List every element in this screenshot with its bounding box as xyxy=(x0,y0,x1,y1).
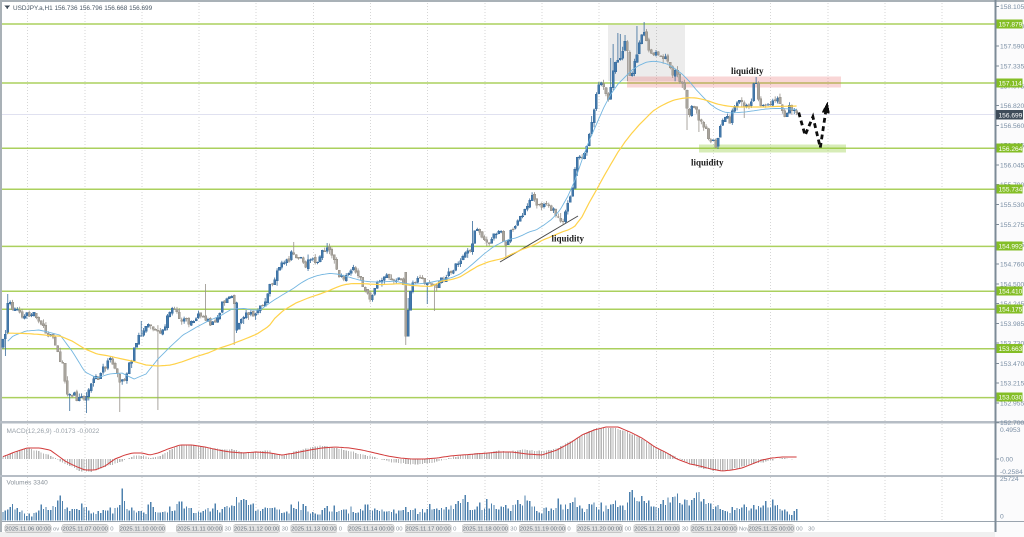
svg-text:156.699: 156.699 xyxy=(999,112,1023,119)
svg-text:157.114: 157.114 xyxy=(999,80,1023,87)
svg-text:153.985: 153.985 xyxy=(1000,321,1024,328)
svg-text:152.700: 152.700 xyxy=(1000,420,1024,427)
svg-text:157.879: 157.879 xyxy=(999,22,1023,29)
svg-text:154.500: 154.500 xyxy=(1000,282,1024,289)
svg-text:liquidity: liquidity xyxy=(552,234,585,244)
svg-text:153.470: 153.470 xyxy=(1000,361,1024,368)
svg-text:0: 0 xyxy=(567,526,571,532)
svg-text:2025.11.07 00:00: 2025.11.07 00:00 xyxy=(62,527,108,533)
svg-text:0.00: 0.00 xyxy=(1000,457,1013,464)
svg-text:Nov: Nov xyxy=(739,526,750,532)
svg-text:30: 30 xyxy=(682,526,689,532)
svg-text:00: 00 xyxy=(396,526,403,532)
svg-text:2025.11.19 00:00: 2025.11.19 00:00 xyxy=(520,527,566,533)
svg-text:30: 30 xyxy=(510,526,517,532)
svg-text:2025.11.14 00:00: 2025.11.14 00:00 xyxy=(348,527,394,533)
svg-text:154.410: 154.410 xyxy=(999,289,1023,296)
svg-text:157.335: 157.335 xyxy=(1000,63,1024,70)
svg-text:0.4953: 0.4953 xyxy=(1000,427,1021,434)
svg-text:154.992: 154.992 xyxy=(999,244,1023,251)
svg-text:156.045: 156.045 xyxy=(1000,163,1024,170)
svg-text:2025.11.21 00:00: 2025.11.21 00:00 xyxy=(634,527,680,533)
svg-text:25724: 25724 xyxy=(1000,476,1019,483)
svg-text:00: 00 xyxy=(796,526,803,532)
svg-text:Volumes 3340: Volumes 3340 xyxy=(7,480,49,487)
svg-text:0: 0 xyxy=(1000,514,1004,521)
svg-text:2025.11.12 00:00: 2025.11.12 00:00 xyxy=(234,527,280,533)
svg-text:153.663: 153.663 xyxy=(999,346,1023,353)
svg-text:30: 30 xyxy=(808,526,815,532)
svg-text:2025.11.25 00:00: 2025.11.25 00:00 xyxy=(748,527,794,533)
svg-text:2025.11.24 00:00: 2025.11.24 00:00 xyxy=(691,527,737,533)
svg-text:153.030: 153.030 xyxy=(999,395,1023,402)
svg-text:USDJPY.a,H1 156.736 156.796 1: USDJPY.a,H1 156.736 156.796 156.668 156.… xyxy=(13,5,153,12)
svg-text:liquidity: liquidity xyxy=(731,66,764,76)
svg-text:30: 30 xyxy=(225,526,232,532)
svg-text:30: 30 xyxy=(282,526,289,532)
svg-text:155.275: 155.275 xyxy=(1000,222,1024,229)
svg-text:154.175: 154.175 xyxy=(999,307,1023,314)
svg-text:152.955: 152.955 xyxy=(1000,400,1024,407)
svg-text:2025.11.20 00:00: 2025.11.20 00:00 xyxy=(577,527,623,533)
svg-text:0: 0 xyxy=(110,526,114,532)
svg-text:154.760: 154.760 xyxy=(1000,262,1024,269)
svg-text:156.820: 156.820 xyxy=(1000,103,1024,110)
svg-text:2025.11.18 00:00: 2025.11.18 00:00 xyxy=(463,527,509,533)
svg-text:2025.11.11 00:00: 2025.11.11 00:00 xyxy=(177,527,223,533)
svg-text:156.560: 156.560 xyxy=(1000,123,1024,130)
svg-text:157.590: 157.590 xyxy=(1000,44,1024,51)
svg-text:155.530: 155.530 xyxy=(1000,202,1024,209)
svg-text:2025.11.13 00:00: 2025.11.13 00:00 xyxy=(291,527,337,533)
svg-text:liquidity: liquidity xyxy=(691,158,724,168)
svg-text:ov 0: ov 0 xyxy=(53,526,65,532)
svg-text:0: 0 xyxy=(339,526,343,532)
svg-text:2025.11.17 00:00: 2025.11.17 00:00 xyxy=(405,527,451,533)
svg-text:MACD(12,26,9) -0.0173 -0.0022: MACD(12,26,9) -0.0173 -0.0022 xyxy=(7,428,100,435)
svg-text:155.734: 155.734 xyxy=(999,187,1023,194)
svg-text:0: 0 xyxy=(453,526,457,532)
svg-text:2025.11.10 00:00: 2025.11.10 00:00 xyxy=(120,527,166,533)
svg-text:-0.2584: -0.2584 xyxy=(1000,469,1023,476)
svg-text:00: 00 xyxy=(625,526,632,532)
svg-text:158.105: 158.105 xyxy=(1000,4,1024,11)
svg-text:156.264: 156.264 xyxy=(999,146,1023,153)
svg-text:153.215: 153.215 xyxy=(1000,380,1024,387)
svg-text:2025.11.06 00:00: 2025.11.06 00:00 xyxy=(5,527,51,533)
